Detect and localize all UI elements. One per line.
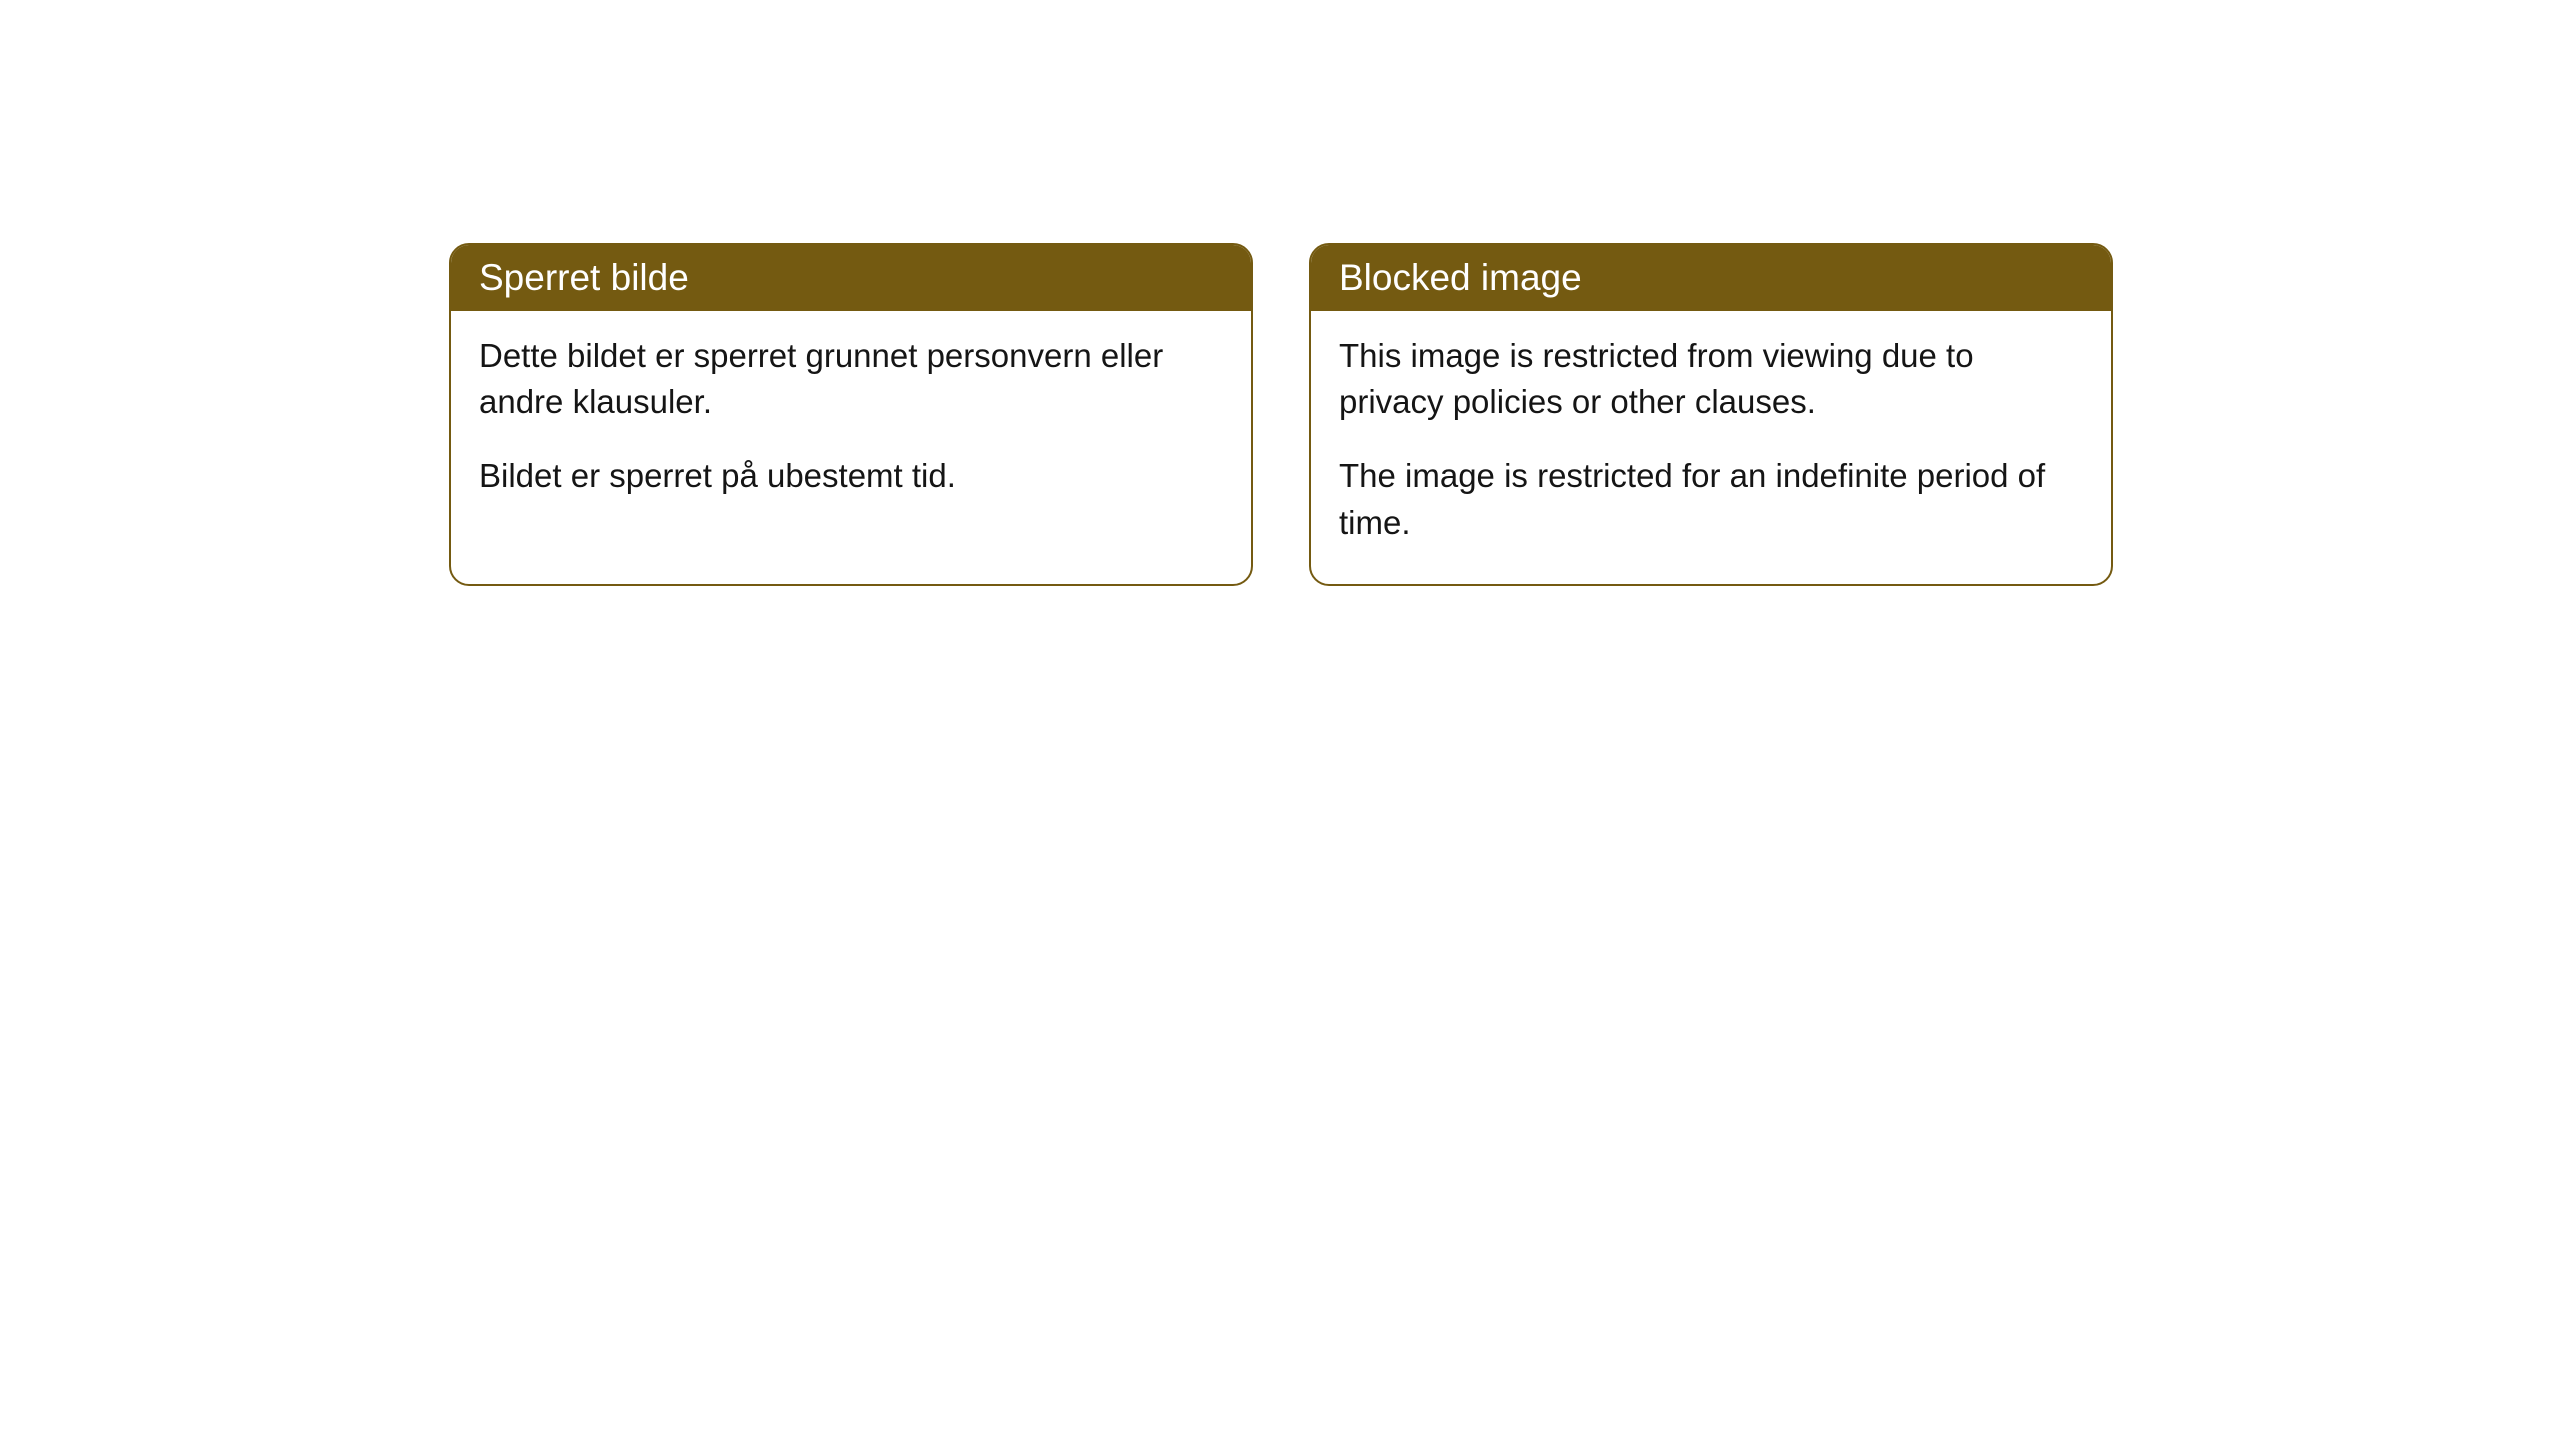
card-body-en: This image is restricted from viewing du… [1311,311,2111,584]
card-body-no: Dette bildet er sperret grunnet personve… [451,311,1251,538]
card-header-no: Sperret bilde [451,245,1251,311]
card-header-en: Blocked image [1311,245,2111,311]
card-paragraph-no-2: Bildet er sperret på ubestemt tid. [479,453,1223,499]
card-paragraph-en-1: This image is restricted from viewing du… [1339,333,2083,425]
card-title-no: Sperret bilde [479,257,689,298]
blocked-image-card-no: Sperret bilde Dette bildet er sperret gr… [449,243,1253,586]
notice-cards-container: Sperret bilde Dette bildet er sperret gr… [449,243,2113,586]
card-paragraph-en-2: The image is restricted for an indefinit… [1339,453,2083,545]
blocked-image-card-en: Blocked image This image is restricted f… [1309,243,2113,586]
card-title-en: Blocked image [1339,257,1582,298]
card-paragraph-no-1: Dette bildet er sperret grunnet personve… [479,333,1223,425]
